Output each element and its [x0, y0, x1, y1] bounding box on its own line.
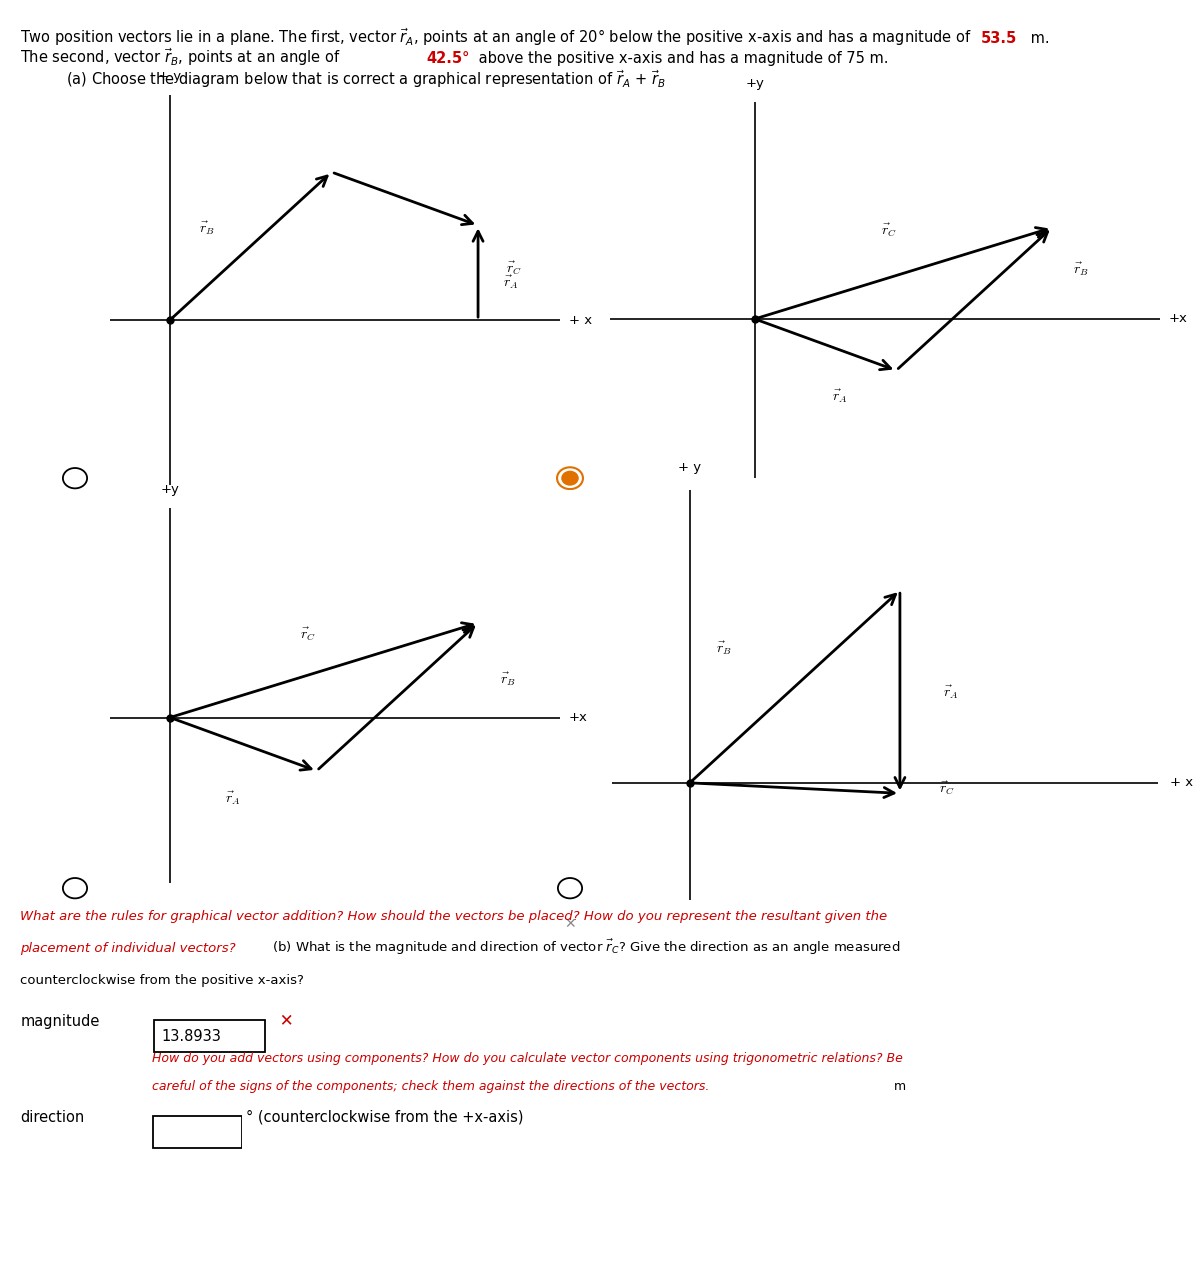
Text: ° (counterclockwise from the +x-axis): ° (counterclockwise from the +x-axis) [246, 1110, 523, 1124]
Text: $\vec{r}_A$: $\vec{r}_A$ [224, 789, 240, 806]
Text: ✕: ✕ [274, 1012, 293, 1030]
Text: +x: +x [569, 711, 588, 723]
Text: + y: + y [678, 462, 701, 475]
Text: $\vec{r}_B$: $\vec{r}_B$ [199, 219, 216, 237]
Text: careful of the signs of the components; check them against the directions of the: careful of the signs of the components; … [152, 1079, 709, 1092]
Text: m.: m. [1026, 32, 1050, 46]
Text: $\vec{r}_C$: $\vec{r}_C$ [300, 625, 317, 643]
Text: (a) Choose the diagram below that is correct a graphical representation of $\vec: (a) Choose the diagram below that is cor… [66, 69, 666, 91]
Circle shape [562, 471, 578, 485]
Text: + y: + y [158, 70, 181, 83]
Text: $\vec{r}_A$: $\vec{r}_A$ [832, 388, 847, 406]
Text: magnitude: magnitude [20, 1014, 100, 1028]
Text: +y: +y [745, 78, 764, 91]
Text: $\vec{r}_B$: $\vec{r}_B$ [716, 639, 732, 657]
Text: (b) What is the magnitude and direction of vector $\vec{r}_{C}$? Give the direct: (b) What is the magnitude and direction … [268, 938, 900, 957]
Text: +x: +x [1169, 313, 1188, 325]
Text: $\vec{r}_C$: $\vec{r}_C$ [938, 780, 955, 798]
Text: The second, vector $\vec{r}_{B}$, points at an angle of: The second, vector $\vec{r}_{B}$, points… [20, 46, 341, 68]
FancyBboxPatch shape [154, 1020, 265, 1053]
Text: $\vec{r}_A$: $\vec{r}_A$ [943, 683, 959, 701]
Text: $\vec{r}_C$: $\vec{r}_C$ [506, 259, 522, 277]
Text: 42.5°: 42.5° [426, 51, 469, 65]
Text: How do you add vectors using components? How do you calculate vector components : How do you add vectors using components?… [152, 1051, 904, 1064]
FancyBboxPatch shape [154, 1115, 241, 1148]
Text: ✕: ✕ [564, 917, 576, 931]
Text: $\vec{r}_C$: $\vec{r}_C$ [881, 222, 898, 239]
Text: direction: direction [20, 1110, 85, 1124]
Text: What are the rules for graphical vector addition? How should the vectors be plac: What are the rules for graphical vector … [20, 910, 888, 923]
Text: $\vec{r}_B$: $\vec{r}_B$ [500, 671, 516, 689]
Text: 53.5: 53.5 [980, 32, 1016, 46]
Text: + x: + x [569, 314, 592, 327]
Text: $\vec{r}_B$: $\vec{r}_B$ [1073, 260, 1090, 278]
Text: placement of individual vectors?: placement of individual vectors? [20, 942, 236, 954]
Text: $\vec{r}_A$: $\vec{r}_A$ [503, 273, 520, 291]
Text: m: m [890, 1079, 906, 1092]
Text: + x: + x [1170, 776, 1193, 790]
Text: +y: +y [161, 482, 180, 495]
Text: above the positive x-axis and has a magnitude of 75 m.: above the positive x-axis and has a magn… [474, 51, 888, 65]
Text: Two position vectors lie in a plane. The first, vector $\vec{r}_{A}$, points at : Two position vectors lie in a plane. The… [20, 27, 972, 48]
Text: 13.8933: 13.8933 [162, 1028, 221, 1044]
Text: counterclockwise from the positive x-axis?: counterclockwise from the positive x-axi… [20, 974, 305, 986]
